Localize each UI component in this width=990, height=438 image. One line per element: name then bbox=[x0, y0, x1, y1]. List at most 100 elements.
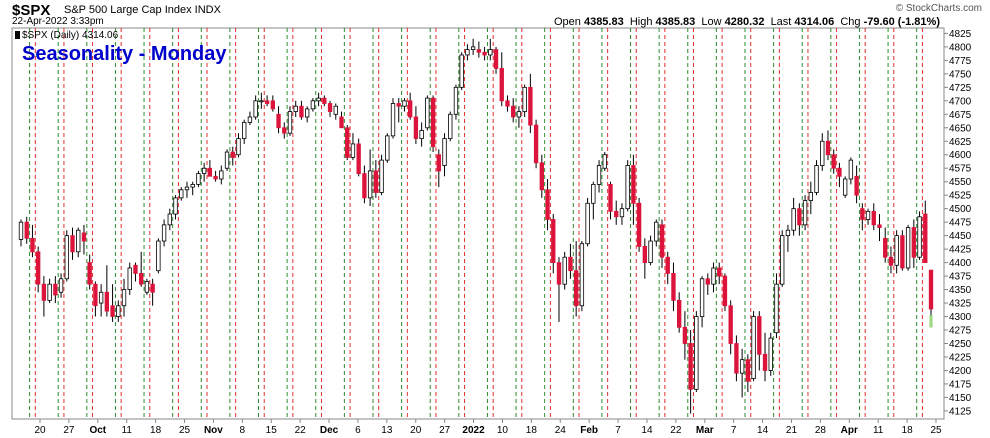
candle-body bbox=[184, 186, 190, 191]
y-tick-label: 4775 bbox=[949, 56, 972, 67]
x-tick-label: 25 bbox=[930, 425, 942, 436]
candle-body bbox=[345, 127, 350, 158]
brand-watermark: © StockCharts.com bbox=[895, 3, 982, 14]
x-tick-label: 14 bbox=[641, 425, 653, 436]
legend-swatch bbox=[15, 31, 20, 39]
candle-body bbox=[98, 291, 104, 304]
candle-body bbox=[516, 111, 522, 118]
candle-body bbox=[87, 262, 92, 285]
chart-title: Seasonality - Monday bbox=[22, 43, 227, 65]
y-tick-label: 4600 bbox=[949, 150, 972, 161]
candle-body bbox=[802, 200, 808, 226]
candle-body bbox=[293, 105, 298, 112]
datetime-label: 22-Apr-2022 3:33pm bbox=[12, 16, 104, 27]
candle-body bbox=[287, 111, 293, 134]
security-name: S&P 500 Large Cap Index INDX bbox=[64, 4, 221, 16]
candle-body bbox=[402, 100, 407, 107]
candle-body bbox=[556, 262, 562, 285]
x-tick-label: Feb bbox=[580, 425, 598, 436]
candle-body bbox=[156, 240, 161, 272]
x-tick-label: 11 bbox=[122, 425, 133, 436]
x-tick-label: 7 bbox=[731, 425, 737, 436]
candle-body bbox=[64, 235, 69, 280]
candle-body bbox=[41, 283, 47, 301]
candle-body bbox=[591, 183, 596, 204]
candle-body bbox=[820, 140, 825, 166]
candle-body bbox=[774, 283, 779, 334]
candle-body bbox=[883, 237, 888, 258]
candle-body bbox=[242, 121, 247, 139]
y-tick-label: 4375 bbox=[949, 272, 972, 283]
candle-body bbox=[396, 103, 401, 107]
candle-body bbox=[860, 208, 865, 220]
plot-area bbox=[11, 27, 945, 420]
candle-body bbox=[705, 278, 710, 285]
x-tick-label: 13 bbox=[381, 425, 393, 436]
candle-body bbox=[465, 49, 470, 56]
candle-body bbox=[408, 100, 413, 118]
x-tick-label: 18 bbox=[902, 425, 914, 436]
candle-body bbox=[493, 49, 499, 69]
candle-body bbox=[76, 229, 81, 253]
candle-body bbox=[24, 221, 29, 239]
y-tick-label: 4800 bbox=[949, 42, 972, 53]
candle-body bbox=[905, 227, 911, 269]
y-tick-label: 4475 bbox=[949, 218, 972, 229]
candle-body bbox=[573, 270, 579, 307]
x-tick-label: 2022 bbox=[462, 425, 485, 436]
y-tick-label: 4350 bbox=[949, 285, 972, 296]
last-label: Last bbox=[770, 16, 792, 28]
candle-body bbox=[322, 97, 327, 104]
candle-body bbox=[665, 256, 670, 274]
candle-body bbox=[917, 216, 922, 258]
candle-body bbox=[442, 138, 447, 166]
candle-body bbox=[871, 210, 876, 226]
candle-body bbox=[53, 283, 58, 296]
candle-body bbox=[264, 100, 270, 104]
candle-body bbox=[196, 173, 201, 185]
x-tick-label: 10 bbox=[497, 425, 509, 436]
candle-body bbox=[58, 278, 64, 293]
x-tick-label: Apr bbox=[841, 425, 858, 436]
symbol-label: $SPX bbox=[12, 2, 51, 19]
y-tick-label: 4200 bbox=[949, 366, 972, 377]
candle-body bbox=[739, 359, 745, 374]
candle-body bbox=[619, 208, 625, 218]
candle-body bbox=[568, 256, 573, 272]
candle-body bbox=[488, 49, 493, 56]
candle-body bbox=[425, 97, 430, 129]
x-tick-label: 24 bbox=[555, 425, 567, 436]
candle-body bbox=[831, 154, 836, 169]
chg-value: -79.60 (-1.81%) bbox=[863, 16, 940, 28]
candle-body bbox=[596, 165, 602, 185]
candle-body bbox=[877, 224, 882, 228]
candle-body bbox=[304, 108, 310, 118]
candle-body bbox=[757, 316, 762, 355]
candle-body bbox=[150, 283, 155, 293]
y-tick-label: 4150 bbox=[949, 393, 972, 404]
y-tick-label: 4550 bbox=[949, 177, 972, 188]
candle-body bbox=[219, 170, 224, 180]
candle-body bbox=[539, 162, 544, 191]
candle-body bbox=[654, 221, 659, 242]
candle-body bbox=[247, 116, 253, 123]
candle-body bbox=[533, 124, 539, 164]
candle-body bbox=[602, 154, 607, 169]
x-tick-label: 14 bbox=[757, 425, 769, 436]
y-tick-label: 4650 bbox=[949, 123, 972, 134]
y-tick-label: 4400 bbox=[949, 258, 972, 269]
candle-body bbox=[888, 256, 894, 266]
last-candle-highlight bbox=[929, 315, 933, 328]
candle-body bbox=[339, 116, 344, 129]
chg-label: Chg bbox=[840, 16, 861, 28]
candle-body bbox=[808, 192, 813, 201]
y-tick-label: 4725 bbox=[949, 83, 972, 94]
candle-body bbox=[327, 103, 333, 112]
open-label: Open bbox=[553, 16, 581, 28]
x-tick-label: 11 bbox=[873, 425, 884, 436]
candle-body bbox=[585, 202, 590, 245]
x-tick-label: Nov bbox=[204, 425, 223, 436]
candle-body bbox=[70, 235, 75, 253]
candle-body bbox=[93, 283, 98, 307]
candle-body bbox=[30, 237, 35, 253]
